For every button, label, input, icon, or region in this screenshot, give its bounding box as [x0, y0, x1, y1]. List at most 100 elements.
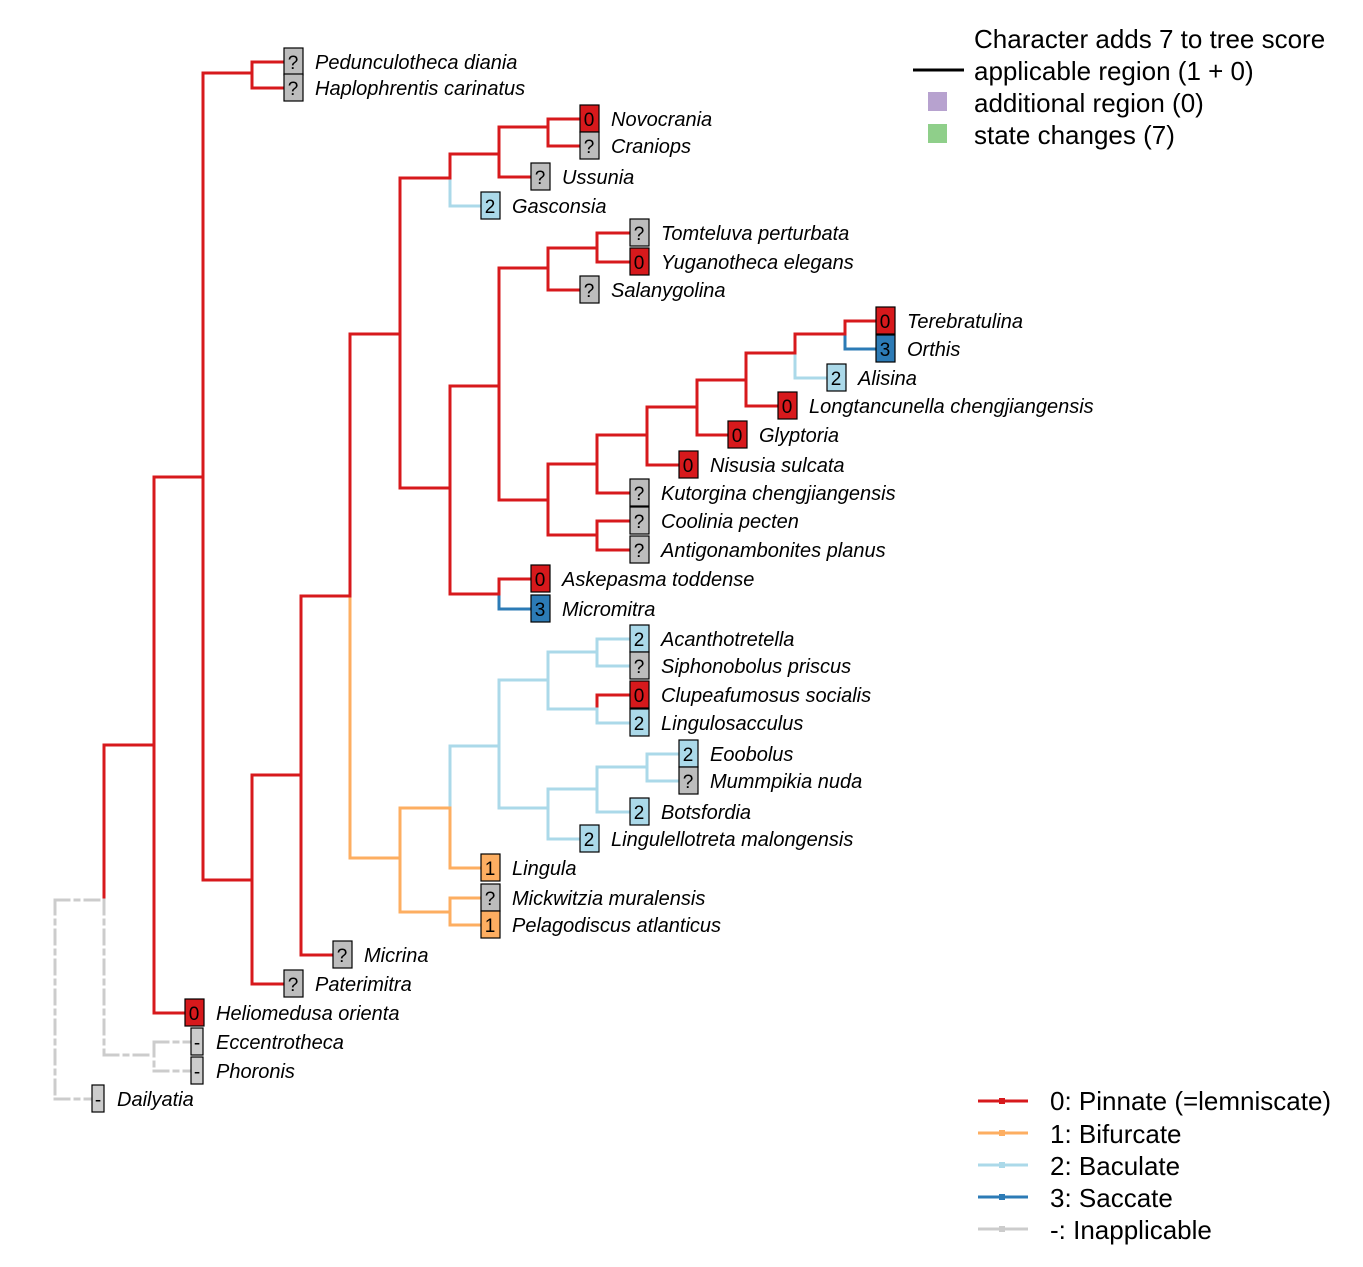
taxon-label: Tomteluva perturbata — [661, 223, 849, 245]
state-glyph: - — [194, 1033, 200, 1054]
taxon-label: Paterimitra — [315, 974, 412, 996]
state-box — [283, 73, 304, 102]
state-glyph: 3 — [535, 600, 546, 621]
taxon-label: Glyptoria — [759, 425, 839, 447]
tip-paterimitra: ? Paterimitra — [283, 969, 412, 998]
state-glyph: 0 — [189, 1004, 200, 1025]
tip-micrina: ? Micrina — [332, 940, 428, 969]
state-glyph: ? — [535, 168, 546, 189]
state-glyph: 2 — [683, 745, 694, 766]
state-glyph: 2 — [584, 830, 595, 851]
tip-coolinia-pecten: ? Coolinia pecten — [629, 506, 799, 535]
state-glyph: 0 — [584, 110, 595, 131]
state-glyph: - — [194, 1062, 200, 1083]
state-glyph: ? — [288, 53, 299, 74]
taxon-label: Heliomedusa orienta — [216, 1003, 399, 1025]
taxon-label: Micrina — [364, 945, 428, 967]
tip-acanthotretella: 2 Acanthotretella — [629, 624, 794, 653]
state-glyph: 0 — [535, 570, 546, 591]
state-box — [480, 910, 501, 939]
state-glyph: ? — [288, 975, 299, 996]
state-glyph: 2 — [634, 630, 645, 651]
state-glyph: ? — [634, 224, 645, 245]
state-glyph: ? — [584, 137, 595, 158]
state-glyph: 0 — [880, 312, 891, 333]
state-glyph: ? — [634, 541, 645, 562]
state-box — [530, 162, 551, 191]
taxon-label: Novocrania — [611, 109, 712, 131]
taxon-label: Askepasma toddense — [561, 569, 754, 591]
state-box — [283, 969, 304, 998]
state-box — [629, 651, 650, 680]
taxon-label: Gasconsia — [512, 196, 607, 218]
tip-gasconsia: 2 Gasconsia — [480, 191, 607, 220]
taxon-label: Eccentrotheca — [216, 1032, 344, 1054]
tip-antigonambonites-planus: ? Antigonambonites planus — [629, 535, 886, 564]
legend-state-0-marker-icon — [999, 1098, 1005, 1104]
tip-heliomedusa-orienta: 0 Heliomedusa orienta — [184, 998, 399, 1027]
taxon-label: Antigonambonites planus — [660, 540, 886, 562]
taxon-label: Craniops — [611, 136, 691, 158]
taxon-label: Coolinia pecten — [661, 511, 799, 533]
state-box — [579, 824, 600, 853]
state-box — [332, 940, 353, 969]
state-glyph: ? — [634, 484, 645, 505]
taxon-label: Salanygolina — [611, 280, 726, 302]
state-box — [480, 853, 501, 882]
state-box — [629, 506, 650, 535]
tree-branches — [53, 60, 887, 1101]
taxon-label: Longtancunella chengjiangensis — [809, 396, 1094, 418]
state-glyph: 2 — [831, 369, 842, 390]
taxon-label: Eoobolus — [710, 744, 793, 766]
state-box — [530, 594, 551, 623]
tree-tips: ? Pedunculotheca diania? Haplophrentis car… — [91, 47, 1094, 1113]
taxon-label: Nisusia sulcata — [710, 455, 845, 477]
tip-mummpikia-nuda: ? Mummpikia nuda — [678, 766, 862, 795]
taxon-label: Mummpikia nuda — [710, 771, 862, 793]
state-box — [777, 391, 798, 420]
taxon-label: Lingulellotreta malongensis — [611, 829, 853, 851]
taxon-label: Pedunculotheca diania — [315, 52, 517, 74]
legend-changes-square-icon — [928, 124, 947, 143]
legend-state-0-label: 0: Pinnate (=lemniscate) — [1050, 1086, 1331, 1116]
tip-kutorgina-chengjiangensis: ? Kutorgina chengjiangensis — [629, 478, 896, 507]
taxon-label: Micromitra — [562, 599, 655, 621]
legend-changes-label: state changes (7) — [974, 120, 1175, 150]
legend-state-2-marker-icon — [999, 1162, 1005, 1168]
taxon-label: Haplophrentis carinatus — [315, 78, 525, 100]
tip-yuganotheca-elegans: 0 Yuganotheca elegans — [629, 247, 854, 276]
state-box — [629, 247, 650, 276]
state-glyph: ? — [485, 889, 496, 910]
state-box — [184, 998, 205, 1027]
state-box — [579, 275, 600, 304]
legend-state-3-label: 3: Saccate — [1050, 1183, 1173, 1213]
taxon-label: Siphonobolus priscus — [661, 656, 851, 678]
tip-botsfordia: 2 Botsfordia — [629, 797, 751, 826]
legend-top: Character adds 7 to tree score applicabl… — [913, 24, 1325, 150]
tip-askepasma-toddense: 0 Askepasma toddense — [530, 564, 754, 593]
state-glyph: 0 — [634, 686, 645, 707]
state-glyph: ? — [584, 281, 595, 302]
tip-eoobolus: 2 Eoobolus — [678, 739, 793, 768]
tip-siphonobolus-priscus: ? Siphonobolus priscus — [629, 651, 851, 680]
state-box — [629, 708, 650, 737]
state-glyph: ? — [634, 512, 645, 533]
tip-phoronis: - Phoronis — [190, 1056, 295, 1085]
state-box — [629, 680, 650, 709]
tip-alisina: 2 Alisina — [826, 363, 917, 392]
tip-lingulellotreta-malongensis: 2 Lingulellotreta malongensis — [579, 824, 853, 853]
state-box — [629, 218, 650, 247]
tip-novocrania: 0 Novocrania — [579, 104, 712, 133]
tip-micromitra: 3 Micromitra — [530, 594, 655, 623]
state-box — [629, 797, 650, 826]
legend-additional-square-icon — [928, 92, 947, 111]
state-glyph: ? — [683, 772, 694, 793]
taxon-label: Phoronis — [216, 1061, 295, 1083]
state-box — [190, 1027, 204, 1056]
tip-ussunia: ? Ussunia — [530, 162, 634, 191]
taxon-label: Dailyatia — [117, 1089, 194, 1111]
tip-haplophrentis-carinatus: ? Haplophrentis carinatus — [283, 73, 525, 102]
state-box — [875, 306, 896, 335]
tip-eccentrotheca: - Eccentrotheca — [190, 1027, 344, 1056]
